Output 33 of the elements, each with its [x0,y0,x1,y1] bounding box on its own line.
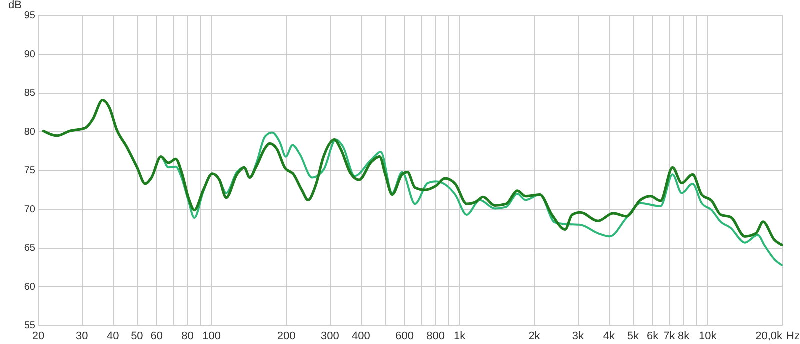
y-tick-label: 85 [24,88,36,99]
x-tick-label: 300 [320,330,340,342]
x-tick-label: 800 [426,330,445,342]
y-tick-label: 70 [24,204,36,216]
x-tick-label: 50 [131,330,144,342]
y-tick-label: 65 [24,243,36,254]
x-tick-label: 6k [647,330,660,342]
x-tick-label: 20 [32,330,45,342]
x-tick-label: 40 [107,330,120,342]
x-tick-label: 600 [396,330,414,342]
y-axis-title: dB [8,0,22,12]
x-tick-label: 200 [277,330,296,342]
x-tick-label: 7k [664,330,676,342]
y-tick-label: 95 [24,10,36,22]
y-tick-label: 55 [24,320,36,332]
x-tick-label: 10k [698,330,718,342]
y-tick-label: 90 [24,49,36,60]
y-tick-label: 60 [24,282,36,293]
x-tick-label: 5k [627,330,640,342]
x-tick-label: 20,0k [756,330,783,342]
x-tick-label: 30 [76,330,88,342]
x-tick-label: 8k [678,330,690,342]
x-tick-label: 100 [202,330,222,342]
x-tick-label: 3k [572,330,584,342]
x-tick-label: 1k [454,330,466,342]
x-tick-label: 4k [603,330,616,342]
y-tick-label: 75 [24,166,36,176]
x-tick-label: 2k [528,330,541,342]
x-tick-label: 400 [352,330,370,342]
x-tick-label: 60 [150,330,163,342]
y-tick-label: 80 [24,126,36,138]
x-axis-title: Hz [786,330,800,342]
x-tick-label: 80 [182,330,194,342]
